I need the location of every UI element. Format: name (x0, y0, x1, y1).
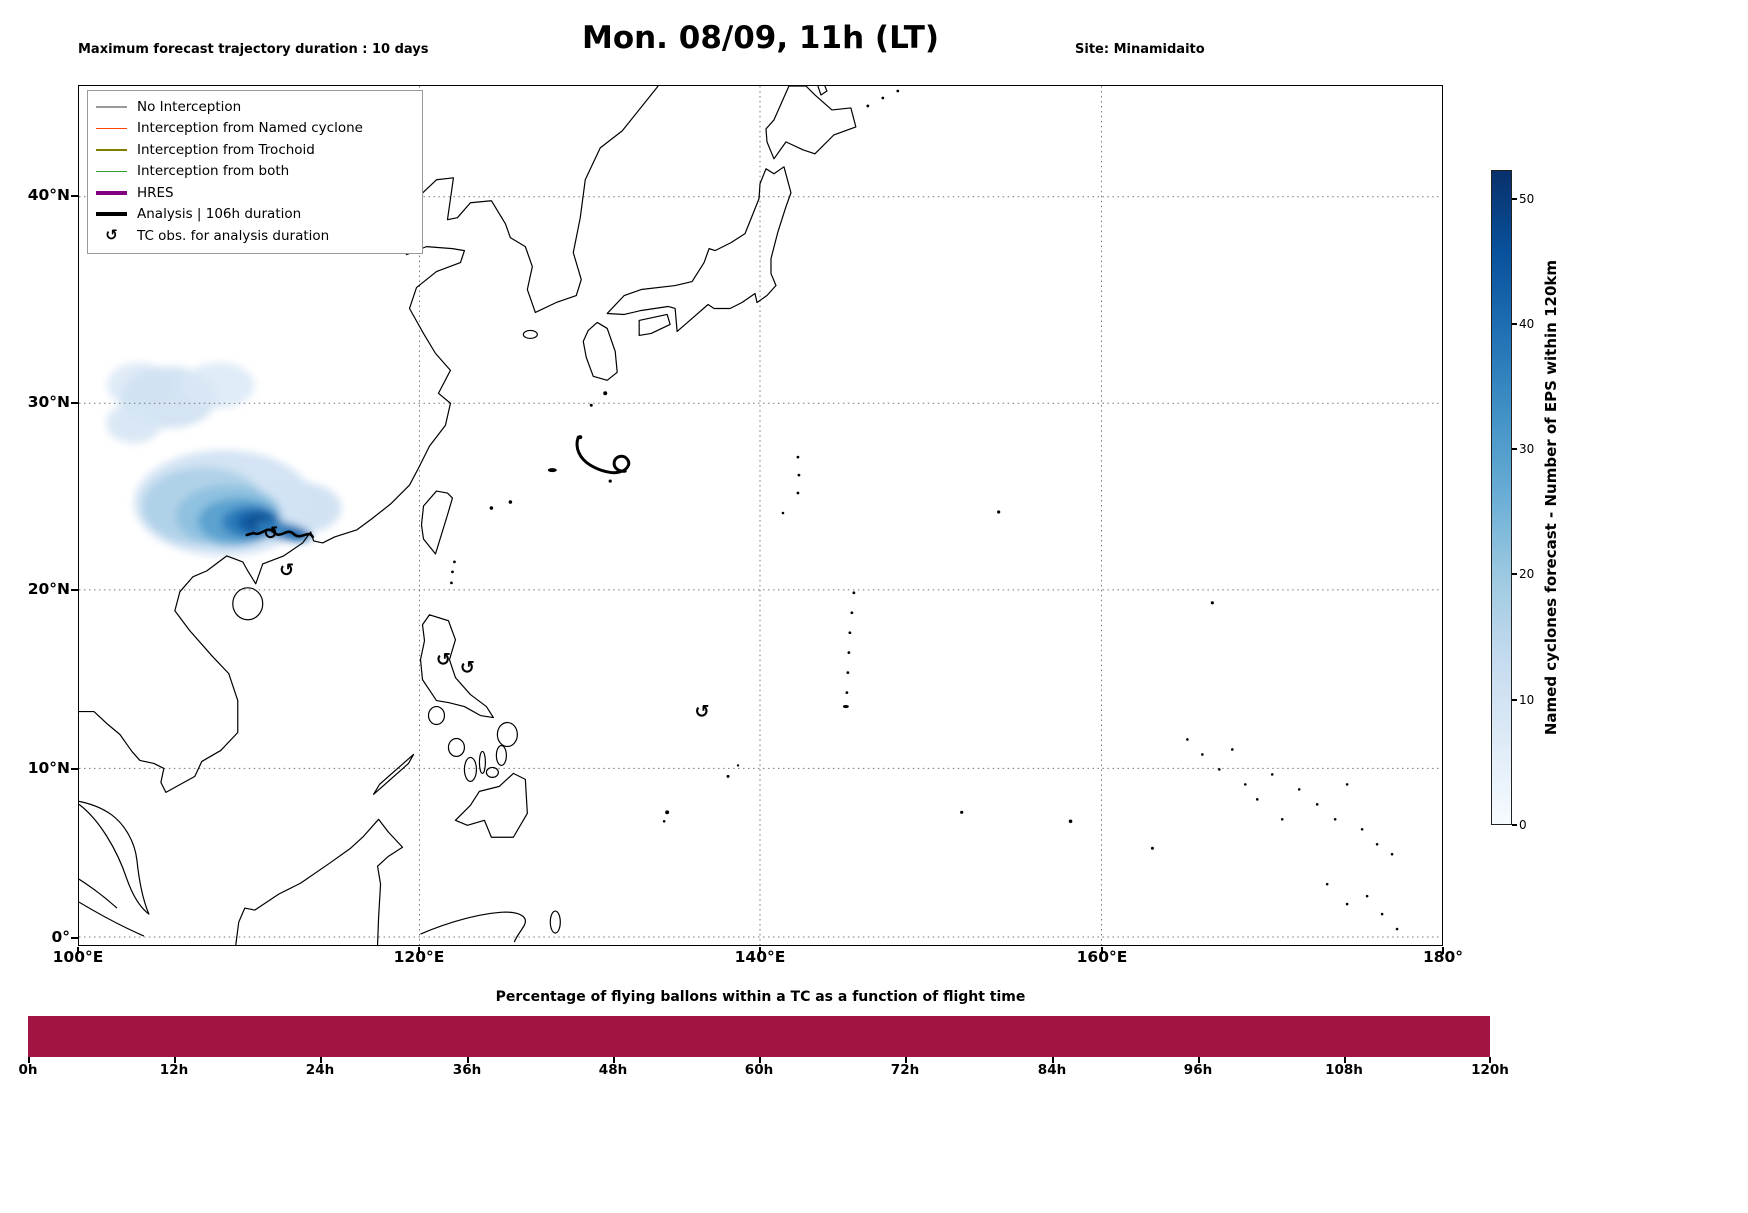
colorbar-label: Named cyclones forecast - Number of EPS … (1542, 259, 1560, 736)
tc-obs-icon: ↺ (263, 523, 278, 544)
y-tick-40n: 40°N (27, 186, 70, 204)
x-tickmark (1101, 947, 1103, 954)
legend-item-tc-obs: ↺ TC obs. for analysis duration (96, 225, 412, 247)
legend-item-both: Interception from both (96, 161, 412, 183)
legend-item-named-cyclone: Interception from Named cyclone (96, 118, 412, 140)
legend-item-trochoid: Interception from Trochoid (96, 139, 412, 161)
b-tickmark (1198, 1057, 1200, 1063)
flight-tick-48h: 48h (598, 1062, 628, 1078)
colorbar-tick-0: 0 (1519, 818, 1527, 832)
tc-obs-symbols: ↺ ↺ ↺ ↺ ↺ (263, 523, 709, 723)
y-tickmark (71, 195, 78, 197)
flight-tick-12h: 12h (159, 1062, 189, 1078)
colorbar-gradient (1491, 170, 1512, 825)
colorbar-tick-40: 40 (1519, 317, 1535, 331)
x-tickmark (418, 947, 420, 954)
legend-label: No Interception (137, 98, 242, 115)
b-tickmark (1489, 1057, 1491, 1063)
colorbar-tick-20: 20 (1519, 567, 1535, 581)
tc-obs-icon: ↺ (436, 650, 451, 671)
b-tickmark (905, 1057, 907, 1063)
legend-label: Analysis | 106h duration (137, 206, 302, 223)
colorbar-tickmark (1512, 573, 1517, 575)
x-tick-100e: 100°E (52, 948, 104, 966)
legend-line-sample (96, 212, 127, 217)
colorbar-tickmark (1512, 824, 1517, 826)
b-tickmark (1052, 1057, 1054, 1063)
colorbar-tick-10: 10 (1519, 693, 1535, 707)
legend-item-no-interception: No Interception (96, 96, 412, 118)
legend-label: HRES (137, 184, 174, 201)
flight-tick-72h: 72h (890, 1062, 920, 1078)
b-tickmark (613, 1057, 615, 1063)
tc-obs-icon: ↺ (695, 702, 710, 723)
y-tickmark (71, 768, 78, 770)
colorbar-tickmark (1512, 198, 1517, 200)
tc-obs-icon: ↺ (105, 226, 118, 245)
y-tick-20n: 20°N (27, 580, 70, 598)
b-tickmark (759, 1057, 761, 1063)
legend-line-sample (96, 127, 127, 129)
b-tickmark (467, 1057, 469, 1063)
x-tick-160e: 160°E (1076, 948, 1128, 966)
map-legend: No Interception Interception from Named … (87, 90, 423, 254)
colorbar-tickmark (1512, 699, 1517, 701)
flight-tick-84h: 84h (1037, 1062, 1067, 1078)
y-tickmark (71, 402, 78, 404)
small-island-dots (450, 89, 1399, 931)
map-panel: ↺ ↺ ↺ ↺ ↺ No Interception Interception f… (78, 85, 1443, 946)
site-line: Site: Minamidaito (1075, 42, 1205, 57)
flight-tick-120h: 120h (1471, 1062, 1509, 1078)
b-tickmark (28, 1057, 30, 1063)
tc-obs-icon: ↺ (460, 658, 475, 679)
b-tickmark (174, 1057, 176, 1063)
y-tickmark (71, 589, 78, 591)
x-tick-180: 180° (1422, 948, 1464, 966)
coastlines (79, 86, 857, 945)
y-tickmark (71, 937, 78, 939)
x-tick-120e: 120°E (393, 948, 445, 966)
x-tick-140e: 140°E (734, 948, 786, 966)
legend-line-sample (96, 170, 127, 172)
y-tick-10n: 10°N (27, 759, 70, 777)
flight-tick-108h: 108h (1325, 1062, 1363, 1078)
y-tick-30n: 30°N (27, 393, 70, 411)
flight-tick-0h: 0h (18, 1062, 38, 1078)
map-canvas: ↺ ↺ ↺ ↺ ↺ (79, 86, 1442, 945)
tc-analysis-track (245, 528, 314, 539)
flight-tick-24h: 24h (305, 1062, 335, 1078)
legend-line-sample (96, 149, 127, 151)
legend-item-analysis: Analysis | 106h duration (96, 204, 412, 226)
colorbar-tickmark (1512, 323, 1517, 325)
x-tickmark (77, 947, 79, 954)
colorbar-tickmark (1512, 448, 1517, 450)
max-duration-line: Maximum forecast trajectory duration : 1… (78, 42, 429, 57)
page-title: Mon. 08/09, 11h (LT) (581, 20, 940, 56)
legend-label: Interception from Trochoid (137, 141, 315, 158)
colorbar-label-wrap: Named cyclones forecast - Number of EPS … (1538, 170, 1564, 825)
colorbar-tick-30: 30 (1519, 442, 1535, 456)
y-tick-0: 0° (51, 928, 70, 946)
graticule (79, 86, 1442, 945)
legend-line-sample (96, 106, 127, 108)
b-tickmark (320, 1057, 322, 1063)
balloon-analysis-track (575, 435, 631, 475)
tc-obs-icon: ↺ (279, 560, 294, 581)
flight-tick-36h: 36h (452, 1062, 482, 1078)
x-tickmark (759, 947, 761, 954)
flight-time-bar (28, 1016, 1490, 1057)
legend-label: Interception from both (137, 163, 290, 180)
legend-line-sample (96, 190, 127, 195)
legend-item-hres: HRES (96, 182, 412, 204)
flight-tick-60h: 60h (744, 1062, 774, 1078)
legend-label: Interception from Named cyclone (137, 120, 363, 137)
b-tickmark (1344, 1057, 1346, 1063)
legend-label: TC obs. for analysis duration (137, 227, 330, 244)
flight-chart-title: Percentage of flying ballons within a TC… (495, 989, 1026, 1005)
x-tickmark (1442, 947, 1444, 954)
colorbar-tick-50: 50 (1519, 192, 1535, 206)
flight-tick-96h: 96h (1183, 1062, 1213, 1078)
eps-density-heatmap (105, 362, 342, 556)
